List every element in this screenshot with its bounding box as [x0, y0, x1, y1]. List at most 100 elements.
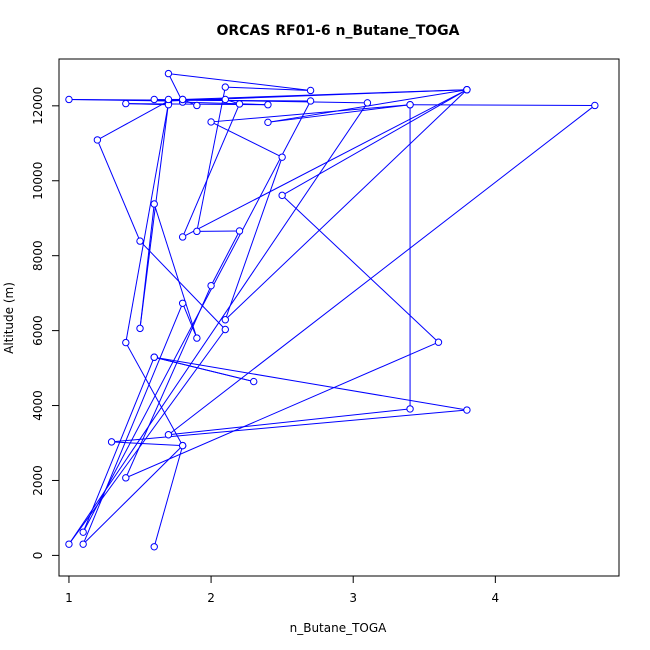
data-point [122, 338, 130, 347]
chart-title: ORCAS RF01-6 n_Butane_TOGA [217, 23, 460, 39]
data-point [79, 540, 87, 548]
series-segment [153, 203, 198, 339]
series-segment [125, 103, 169, 343]
data-point [178, 95, 187, 104]
series-segment [82, 445, 184, 545]
data-point [164, 69, 173, 78]
series-segment [210, 121, 283, 158]
data-point [122, 474, 130, 482]
x-axis: 1 2 3 4 [65, 575, 500, 605]
series-segment [96, 139, 141, 242]
series-segment [153, 445, 184, 547]
series-segment [224, 89, 468, 321]
series-markers [65, 69, 599, 551]
y-tick-label: 6000 [31, 315, 45, 346]
y-tick-label: 0 [31, 552, 45, 560]
data-point [221, 316, 229, 324]
data-point [150, 200, 158, 208]
series-segment [267, 104, 411, 123]
data-point [164, 95, 173, 104]
data-point [150, 543, 158, 551]
x-tick-label: 3 [349, 591, 357, 605]
y-axis: 0 2000 4000 6000 8000 10000 12000 [31, 87, 60, 560]
data-point [178, 233, 187, 241]
data-point [65, 95, 73, 104]
series-segment [111, 441, 183, 447]
data-point [278, 191, 286, 200]
series-segment [224, 156, 283, 320]
data-point [136, 324, 144, 333]
series-segment [168, 73, 311, 91]
data-point [207, 281, 215, 290]
data-point [306, 86, 315, 95]
data-point [221, 325, 229, 334]
data-point [363, 99, 372, 107]
series-segment [168, 408, 411, 436]
data-point [221, 83, 229, 91]
x-tick-label: 1 [65, 591, 73, 605]
data-point [264, 118, 272, 127]
data-point [193, 101, 201, 110]
series-segment [82, 357, 155, 533]
data-point [178, 299, 187, 307]
data-point [122, 99, 130, 108]
series-segment [82, 303, 184, 545]
y-tick-label: 4000 [31, 390, 45, 421]
data-point [278, 153, 286, 161]
y-axis-label: Altitude (m) [2, 282, 16, 354]
data-point [178, 441, 187, 450]
series-segment [139, 103, 169, 329]
data-point [306, 97, 315, 105]
series-segment [410, 104, 595, 106]
data-point [235, 227, 244, 235]
data-point [207, 118, 215, 126]
series-segment [125, 103, 169, 106]
data-point [406, 101, 414, 109]
x-tick-label: 2 [207, 591, 215, 605]
y-tick-label: 10000 [31, 162, 45, 200]
series-segment [182, 89, 468, 238]
series-segment [182, 103, 240, 238]
data-point [264, 101, 272, 109]
data-point [164, 431, 173, 439]
series-segment [68, 102, 368, 545]
series-segment [125, 285, 212, 479]
data-point [193, 227, 201, 236]
series-segment [281, 195, 439, 343]
data-point [79, 528, 87, 536]
series-segment [210, 230, 240, 286]
series-segment [196, 87, 226, 232]
y-tick-label: 12000 [31, 87, 45, 125]
data-point [150, 95, 158, 104]
x-tick-label: 4 [492, 591, 500, 605]
series-segment [68, 329, 226, 545]
data-point [93, 136, 102, 144]
series-segment [154, 356, 468, 411]
series-segment [168, 105, 596, 436]
x-axis-label: n_Butane_TOGA [290, 621, 388, 635]
series-segment [139, 240, 226, 330]
series-segment [154, 356, 254, 383]
series-segment [125, 342, 184, 446]
series-segment [125, 341, 439, 479]
data-point [235, 100, 244, 108]
series-segment [211, 104, 411, 123]
series-segment [225, 86, 311, 91]
data-point [65, 540, 73, 548]
data-point [136, 237, 144, 245]
data-point [150, 353, 158, 361]
data-point [107, 438, 116, 446]
data-point [463, 406, 471, 414]
data-point [406, 405, 414, 413]
series-segment [182, 89, 467, 100]
data-point [463, 86, 471, 94]
data-point [434, 338, 443, 346]
y-tick-label: 2000 [31, 465, 45, 496]
data-point [250, 377, 258, 386]
data-point [193, 334, 201, 342]
series-segment [281, 89, 468, 196]
series-segment [97, 100, 169, 141]
data-point [591, 101, 599, 110]
